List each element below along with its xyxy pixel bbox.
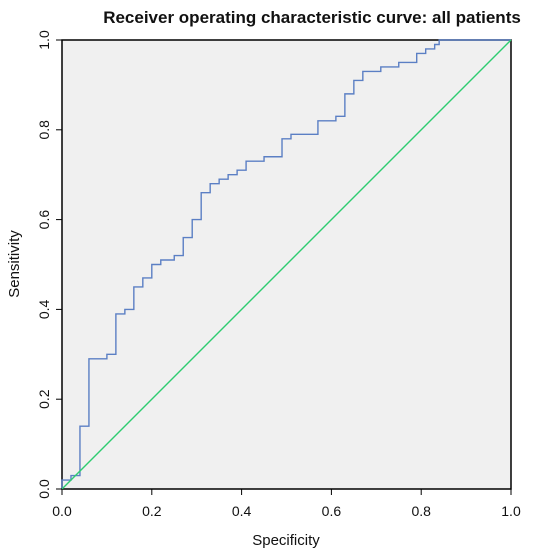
y-axis-label: Sensitivity bbox=[6, 230, 23, 298]
y-tick-label: 0.0 bbox=[36, 479, 52, 499]
y-tick-label: 1.0 bbox=[36, 30, 52, 50]
chart-title: Receiver operating characteristic curve:… bbox=[103, 8, 521, 27]
x-tick-label: 0.2 bbox=[142, 503, 162, 519]
x-tick-label: 0.8 bbox=[411, 503, 431, 519]
reference-diagonal-line bbox=[61, 39, 512, 490]
x-tick-label: 1.0 bbox=[501, 503, 521, 519]
x-tick-label: 0.6 bbox=[322, 503, 342, 519]
x-axis-label: Specificity bbox=[252, 532, 320, 549]
ticks-layer: 0.0 0.2 0.4 0.6 0.8 1.0 0.0 0.2 0.4 0.6 0.8 1.0 bbox=[36, 30, 521, 519]
y-tick-label: 0.8 bbox=[36, 120, 52, 140]
series-layer bbox=[61, 39, 512, 490]
x-tick-label: 0.0 bbox=[52, 503, 72, 519]
y-tick-label: 0.6 bbox=[36, 210, 52, 230]
y-tick-label: 0.2 bbox=[36, 389, 52, 409]
roc-curve-line bbox=[61, 39, 511, 489]
x-tick-label: 0.4 bbox=[232, 503, 252, 519]
y-tick-label: 0.4 bbox=[36, 299, 52, 319]
